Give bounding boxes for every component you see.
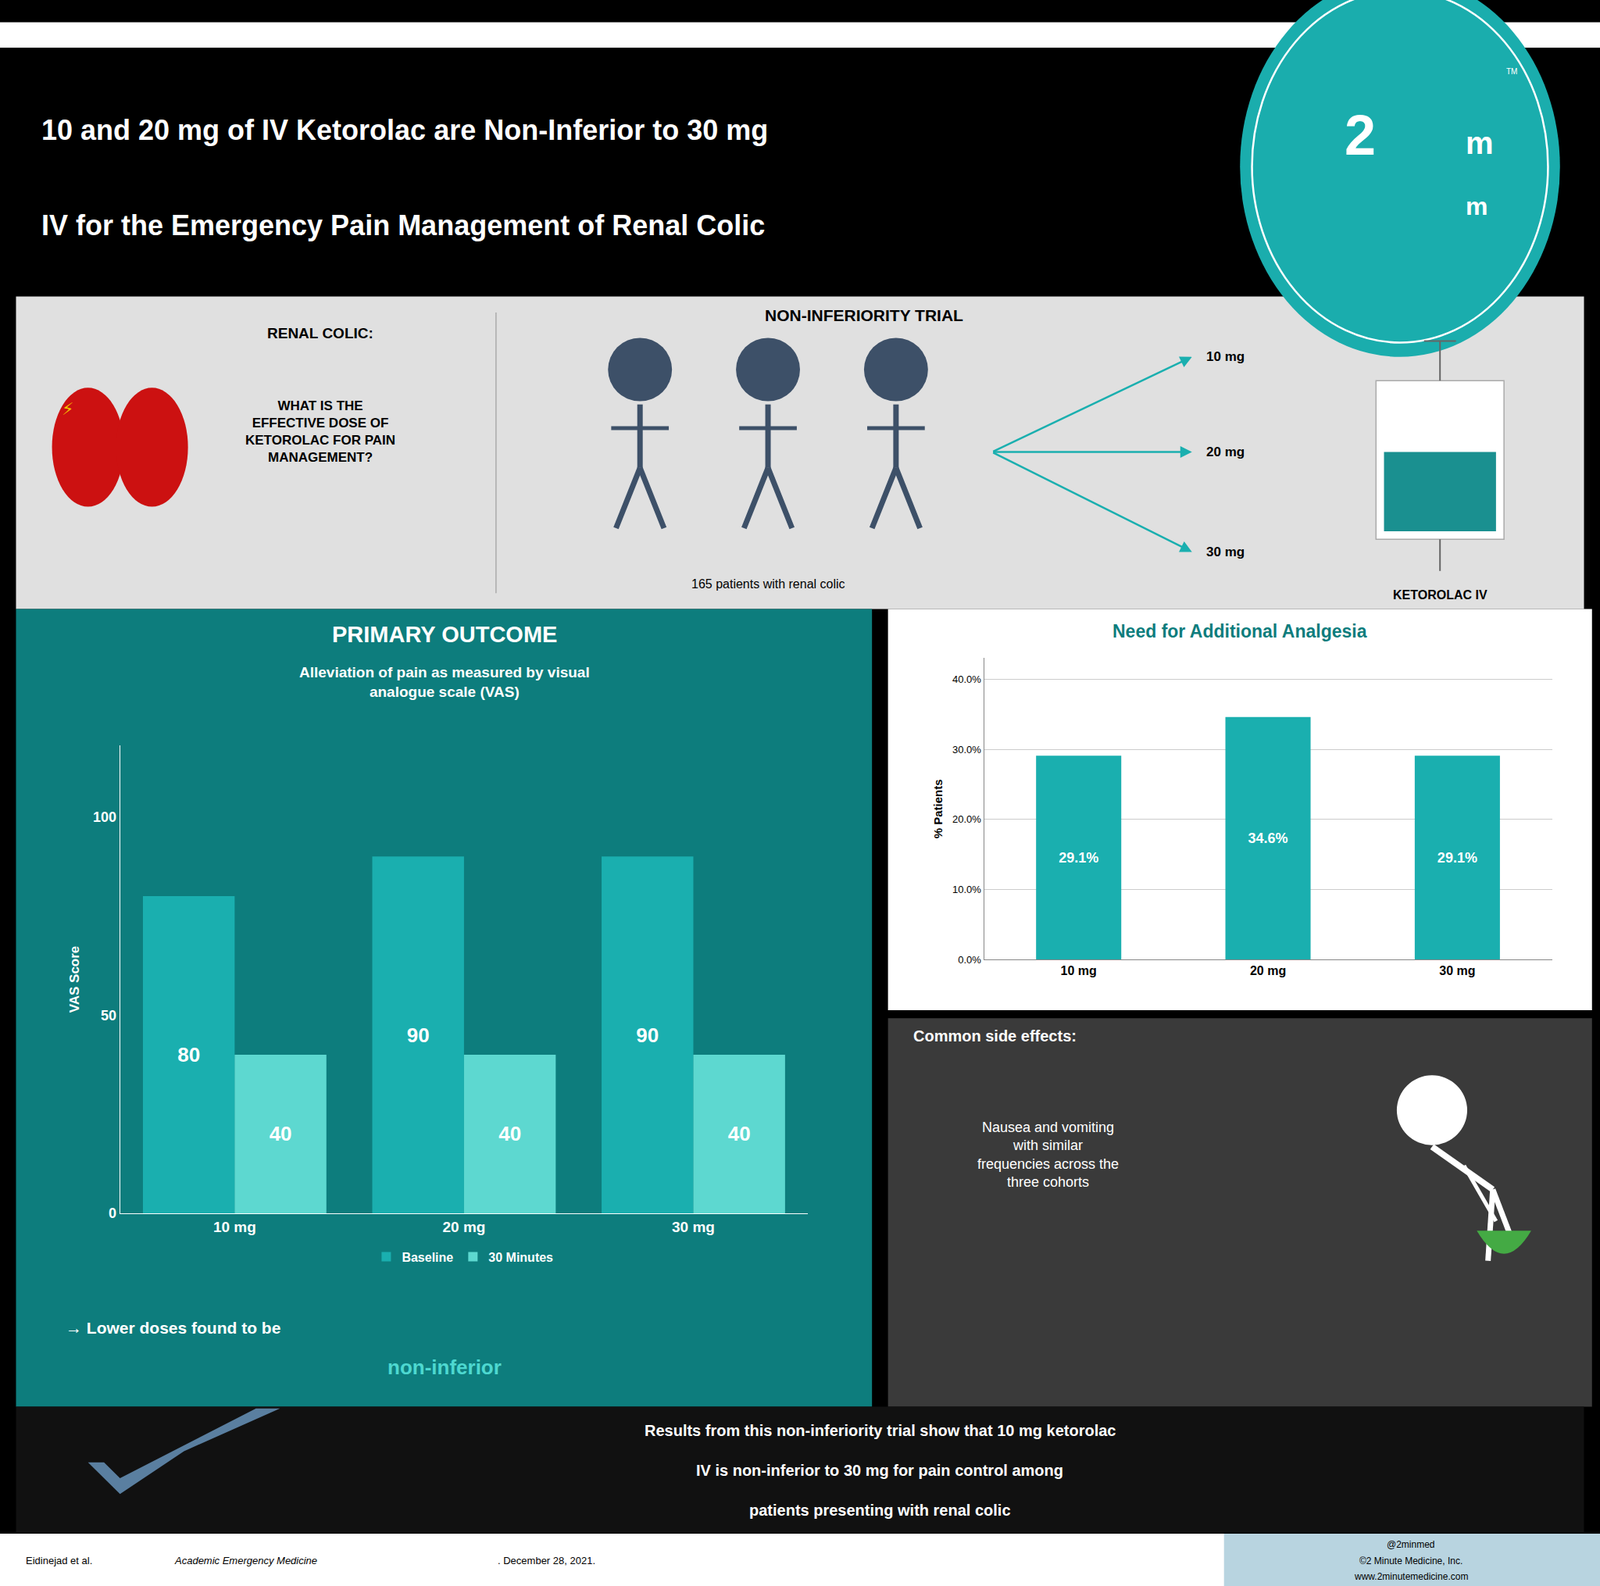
- svg-text:Alleviation of pain as measure: Alleviation of pain as measured by visua…: [299, 664, 590, 700]
- svg-text:Need for Additional Analgesia: Need for Additional Analgesia: [1112, 621, 1368, 642]
- svg-text:20 mg: 20 mg: [1250, 964, 1286, 978]
- svg-text:VAS Score: VAS Score: [67, 946, 83, 1014]
- svg-text:m: m: [1465, 192, 1488, 221]
- svg-text:% Patients: % Patients: [931, 778, 945, 839]
- svg-text:IV for the Emergency Pain Mana: IV for the Emergency Pain Management of …: [41, 209, 765, 242]
- svg-text:40: 40: [728, 1121, 751, 1146]
- svg-text:40: 40: [498, 1121, 522, 1146]
- svg-text:→ Lower doses found to be: → Lower doses found to be: [65, 1318, 281, 1337]
- svg-text:10 mg: 10 mg: [213, 1218, 257, 1236]
- svg-text:10.0%: 10.0%: [952, 883, 982, 896]
- svg-text:90: 90: [635, 1023, 659, 1047]
- svg-text:Common side effects:: Common side effects:: [913, 1027, 1077, 1045]
- svg-text:165 patients with renal colic: 165 patients with renal colic: [691, 577, 846, 591]
- svg-text:29.1%: 29.1%: [1058, 850, 1099, 866]
- svg-text:10 and 20 mg of IV Ketorolac a: 10 and 20 mg of IV Ketorolac are Non-Inf…: [41, 114, 768, 147]
- svg-text:KETOROLAC IV: KETOROLAC IV: [1392, 588, 1488, 602]
- svg-text:40: 40: [269, 1121, 293, 1146]
- svg-text:Academic Emergency Medicine: Academic Emergency Medicine: [174, 1554, 318, 1567]
- svg-text:2: 2: [1344, 103, 1376, 167]
- svg-text:@2minmed: @2minmed: [1386, 1539, 1436, 1550]
- svg-text:30 mg: 30 mg: [1439, 964, 1475, 978]
- svg-text:Baseline: Baseline: [401, 1250, 454, 1265]
- svg-text:TM: TM: [1506, 67, 1518, 76]
- svg-text:20 mg: 20 mg: [442, 1218, 486, 1236]
- svg-text:10 mg: 10 mg: [1206, 349, 1245, 365]
- svg-text:29.1%: 29.1%: [1437, 850, 1478, 866]
- svg-text:RENAL COLIC:: RENAL COLIC:: [267, 325, 374, 342]
- svg-text:NON-INFERIORITY TRIAL: NON-INFERIORITY TRIAL: [764, 306, 964, 325]
- svg-text:90: 90: [407, 1023, 430, 1047]
- svg-text:30 mg: 30 mg: [671, 1218, 715, 1236]
- svg-text:80: 80: [177, 1042, 200, 1067]
- svg-text:10 mg: 10 mg: [1060, 964, 1097, 978]
- svg-text:30 mg: 30 mg: [1206, 544, 1245, 560]
- svg-text:m: m: [1465, 125, 1494, 161]
- svg-text:Results from this non-inferior: Results from this non-inferiority trial …: [644, 1421, 1116, 1440]
- svg-text:Eidinejad et al.: Eidinejad et al.: [25, 1554, 96, 1567]
- svg-text:20.0%: 20.0%: [952, 813, 982, 825]
- svg-text:20 mg: 20 mg: [1206, 444, 1245, 460]
- svg-text:0.0%: 0.0%: [957, 953, 982, 966]
- svg-text:30 Minutes: 30 Minutes: [488, 1250, 554, 1265]
- svg-text:30.0%: 30.0%: [952, 743, 982, 756]
- svg-text:©2 Minute Medicine, Inc.: ©2 Minute Medicine, Inc.: [1359, 1555, 1463, 1567]
- svg-text:⚡: ⚡: [61, 399, 74, 419]
- svg-text:WHAT IS THEEFFECTIVE DOSE OFKE: WHAT IS THEEFFECTIVE DOSE OFKETOROLAC FO…: [245, 398, 396, 465]
- svg-text:Nausea and vomitingwith simila: Nausea and vomitingwith similarfrequenci…: [977, 1119, 1119, 1190]
- svg-text:40.0%: 40.0%: [952, 673, 982, 686]
- svg-text:PRIMARY OUTCOME: PRIMARY OUTCOME: [332, 621, 558, 647]
- svg-text:IV is non-inferior to 30 mg fo: IV is non-inferior to 30 mg for pain con…: [696, 1461, 1064, 1479]
- svg-text:. December 28, 2021.: . December 28, 2021.: [497, 1554, 596, 1567]
- svg-text:patients presenting with renal: patients presenting with renal colic: [749, 1501, 1011, 1519]
- svg-text:www.2minutemedicine.com: www.2minutemedicine.com: [1353, 1571, 1468, 1583]
- svg-text:100: 100: [92, 809, 117, 825]
- svg-text:0: 0: [108, 1205, 117, 1222]
- svg-text:non-inferior: non-inferior: [387, 1355, 502, 1379]
- svg-text:50: 50: [100, 1007, 117, 1024]
- svg-text:34.6%: 34.6%: [1248, 830, 1289, 847]
